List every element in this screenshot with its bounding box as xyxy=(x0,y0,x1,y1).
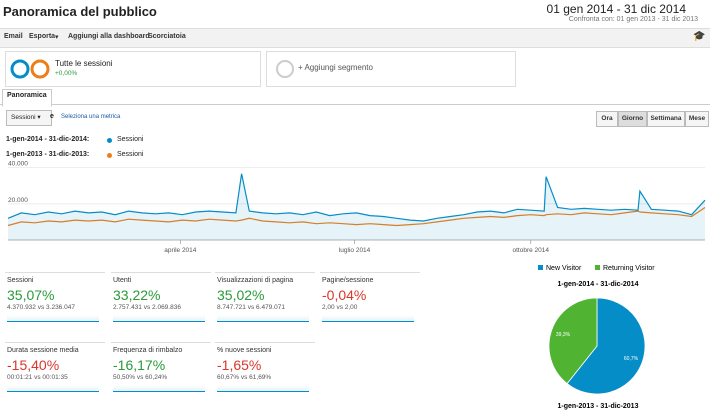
metric-name: Durata sessione media xyxy=(7,347,79,354)
metric-value: -1,65% xyxy=(217,357,262,373)
toolbar-item[interactable]: Aggiungi alla dashboard xyxy=(68,33,150,40)
metric-value: 35,02% xyxy=(217,287,265,303)
metric-card: Frequenza di rimbalzo -16,17% 50,50% vs 60… xyxy=(111,342,211,403)
and-label: e xyxy=(50,113,54,120)
pie-slice xyxy=(566,297,646,395)
add-icon xyxy=(276,60,294,78)
metric-value: 33,22% xyxy=(113,287,161,303)
toolbar-item[interactable]: Esporta xyxy=(29,33,56,40)
page-title: Panoramica del pubblico xyxy=(3,4,157,19)
line xyxy=(7,173,706,222)
legend-period: 1-gen-2013 - 31-dic-2013: xyxy=(6,151,90,158)
y-tick-label: 40.000 xyxy=(8,161,28,168)
metric-detail: 8.747.721 vs 6.479.071 xyxy=(217,304,285,311)
legend-swatch xyxy=(595,265,600,270)
metric-card: Utenti 33,22% 2.757.431 vs 2.069.836 xyxy=(111,272,211,333)
metric-name: Visualizzazioni di pagina xyxy=(217,277,294,284)
metric-card: % nuove sessioni -1,65% 60,67% vs 61,69% xyxy=(215,342,315,403)
legend-name: Sessioni xyxy=(117,151,144,158)
legend-dot xyxy=(107,138,112,143)
compare-range: Confronta con: 01 gen 2013 - 31 dic 2013 xyxy=(568,16,698,23)
metric-value: -0,04% xyxy=(322,287,367,303)
granularity-button[interactable]: Ora xyxy=(596,111,618,127)
legend-swatch xyxy=(538,265,543,270)
area xyxy=(8,173,705,240)
metric-link[interactable]: Seleziona una metrica xyxy=(61,114,121,120)
metric-detail: 4.370.932 vs 3.236.047 xyxy=(7,304,75,311)
metric-detail: 60,67% vs 61,69% xyxy=(217,374,272,381)
metric-label: Sessioni xyxy=(11,114,36,121)
sparkline xyxy=(113,315,205,322)
line-chart: 20.000 40.000 aprile 2014 luglio 2014 ottobr… xyxy=(7,161,706,254)
date-range[interactable]: 01 gen 2014 - 31 dic 2014 xyxy=(546,2,686,16)
tab[interactable]: Panoramica xyxy=(2,89,52,107)
tab-rule xyxy=(0,104,710,105)
segment-circle xyxy=(10,59,30,79)
toolbar xyxy=(0,28,710,48)
pie-chart: New Visitor Returning Visitor 1-gen-2014 -… xyxy=(538,265,655,410)
add-segment[interactable]: + Aggiungi segmento xyxy=(298,63,373,72)
toolbar-item[interactable]: Scorciatoia xyxy=(148,33,186,40)
metric-name: Frequenza di rimbalzo xyxy=(113,347,183,354)
x-tick-label: luglio 2014 xyxy=(339,247,371,254)
segment-box[interactable] xyxy=(5,51,261,87)
help-icon[interactable]: 🎓 xyxy=(693,31,706,42)
sparkline xyxy=(322,315,414,322)
metric-select[interactable]: Sessioni ▾ xyxy=(6,110,52,126)
metric-detail: 00:01:21 vs 00:01:35 xyxy=(7,374,68,381)
y-tick-label: 20.000 xyxy=(8,197,28,204)
metric-name: Utenti xyxy=(113,277,132,284)
legend-label: New Visitor xyxy=(546,265,582,272)
metric-name: % nuove sessioni xyxy=(217,347,272,354)
metric-card: Sessioni 35,07% 4.370.932 vs 3.236.047 xyxy=(5,272,105,333)
pie-slice xyxy=(548,297,598,385)
dropdown-arrow: ▾ xyxy=(55,34,59,41)
add-segment-box[interactable] xyxy=(266,51,516,87)
metric-value: 35,07% xyxy=(7,287,55,303)
metric-card: Pagine/sessione -0,04% 2,00 vs 2,00 xyxy=(320,272,420,333)
line xyxy=(7,207,706,227)
sparkline xyxy=(217,385,309,392)
sparkline xyxy=(113,385,205,392)
metric-detail: 50,50% vs 60,24% xyxy=(113,374,168,381)
segment-name: Tutte le sessioni xyxy=(55,59,113,68)
metric-card: Visualizzazioni di pagina 35,02% 8.747.721… xyxy=(215,272,315,333)
x-tick-label: ottobre 2014 xyxy=(512,247,549,254)
legend-dot xyxy=(107,153,112,158)
metric-detail: 2.757.431 vs 2.069.836 xyxy=(113,304,181,311)
granularity-button[interactable]: Mese xyxy=(685,111,709,127)
granularity-button[interactable]: Giorno xyxy=(618,111,647,127)
slice-label: 60,7% xyxy=(624,356,639,362)
sparkline xyxy=(7,385,99,392)
metric-card: Durata sessione media -15,40% 00:01:21 vs … xyxy=(5,342,105,403)
legend-name: Sessioni xyxy=(117,136,144,143)
sparkline xyxy=(7,315,99,322)
slice-label: 39,3% xyxy=(556,332,571,338)
x-tick-label: aprile 2014 xyxy=(164,247,197,254)
sparkline xyxy=(217,315,309,322)
metric-value: -16,17% xyxy=(113,357,166,373)
legend-period: 1-gen-2014 - 31-dic-2014: xyxy=(6,136,90,143)
segment-circle xyxy=(30,59,50,79)
pie-title: 1-gen-2014 - 31-dic-2014 xyxy=(558,281,639,288)
metric-detail: 2,00 vs 2,00 xyxy=(322,304,358,311)
metric-value: -15,40% xyxy=(7,357,60,373)
toolbar-item[interactable]: Email xyxy=(4,33,23,40)
metric-name: Sessioni xyxy=(7,277,34,284)
legend-label: Returning Visitor xyxy=(603,265,655,272)
segment-icon xyxy=(10,59,50,79)
metric-name: Pagine/sessione xyxy=(322,277,374,284)
granularity-button[interactable]: Settimana xyxy=(647,111,685,127)
pie-footer: 1-gen-2013 - 31-dic-2013 xyxy=(558,403,639,410)
segment-change: +0,00% xyxy=(55,70,78,77)
